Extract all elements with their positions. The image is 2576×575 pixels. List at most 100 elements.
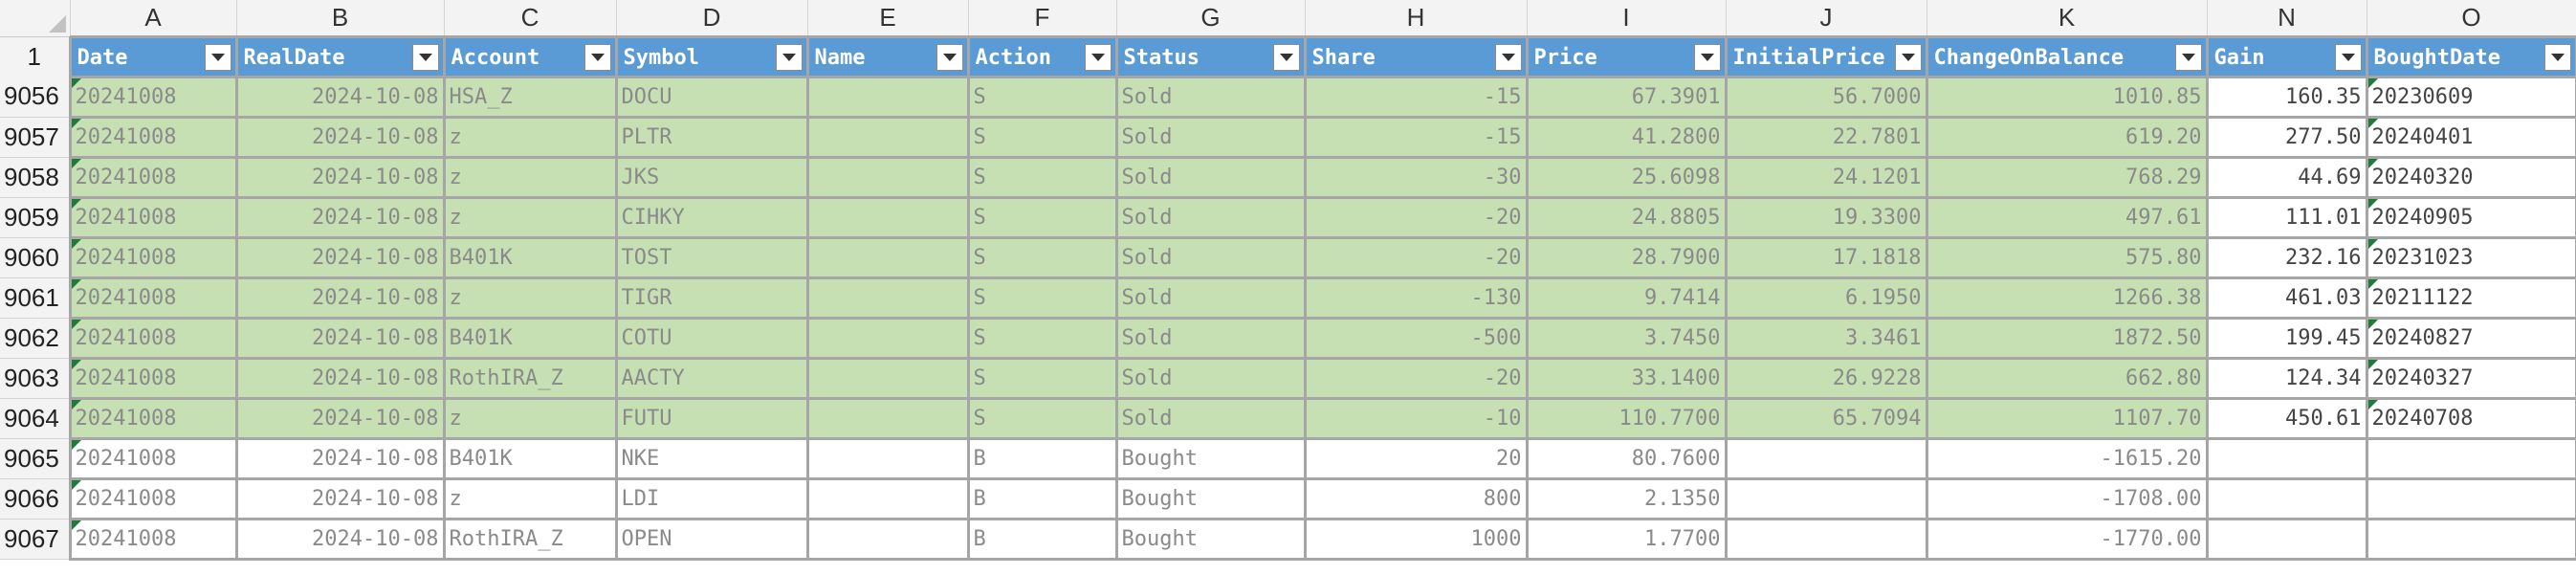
status-cell[interactable]: Sold xyxy=(1114,75,1307,119)
change-on-balance-cell[interactable]: 619.20 xyxy=(1925,115,2209,159)
action-cell[interactable]: S xyxy=(966,195,1118,239)
bought-date-cell[interactable]: 20240905 xyxy=(2365,195,2576,239)
symbol-cell[interactable]: JKS xyxy=(614,155,809,199)
filter-dropdown-icon[interactable] xyxy=(936,43,963,71)
gain-cell[interactable]: 450.61 xyxy=(2205,396,2368,440)
price-cell[interactable]: 9.7414 xyxy=(1525,276,1728,320)
date-cell[interactable]: 20241008 xyxy=(68,276,238,320)
header-cell-name[interactable]: Name xyxy=(805,34,970,78)
row-number[interactable]: 9062 xyxy=(0,318,71,359)
filter-dropdown-icon[interactable] xyxy=(2334,43,2362,71)
date-cell[interactable]: 20241008 xyxy=(68,155,238,199)
change-on-balance-cell[interactable]: 662.80 xyxy=(1925,356,2209,400)
initial-price-cell[interactable]: 24.1201 xyxy=(1724,155,1928,199)
status-cell[interactable]: Sold xyxy=(1114,396,1307,440)
action-cell[interactable]: S xyxy=(966,396,1118,440)
row-number[interactable]: 9066 xyxy=(0,478,71,520)
gain-cell[interactable]: 277.50 xyxy=(2205,115,2368,159)
action-cell[interactable]: S xyxy=(966,276,1118,320)
change-on-balance-cell[interactable]: 1107.70 xyxy=(1925,396,2209,440)
realdate-cell[interactable]: 2024-10-08 xyxy=(234,436,446,480)
account-cell[interactable]: z xyxy=(442,195,618,239)
symbol-cell[interactable]: NKE xyxy=(614,436,809,480)
price-cell[interactable]: 24.8805 xyxy=(1525,195,1728,239)
sort-filter-icon[interactable] xyxy=(411,43,439,71)
symbol-cell[interactable]: TIGR xyxy=(614,276,809,320)
change-on-balance-cell[interactable]: 497.61 xyxy=(1925,195,2209,239)
name-cell[interactable] xyxy=(805,195,970,239)
realdate-cell[interactable]: 2024-10-08 xyxy=(234,316,446,360)
gain-cell[interactable]: 232.16 xyxy=(2205,235,2368,279)
column-letter-e[interactable]: E xyxy=(807,0,969,37)
header-cell-share[interactable]: Share xyxy=(1303,34,1529,78)
bought-date-cell[interactable]: 20240401 xyxy=(2365,115,2576,159)
price-cell[interactable]: 33.1400 xyxy=(1525,356,1728,400)
symbol-cell[interactable]: COTU xyxy=(614,316,809,360)
account-cell[interactable]: z xyxy=(442,115,618,159)
date-cell[interactable]: 20241008 xyxy=(68,316,238,360)
share-cell[interactable]: -30 xyxy=(1303,155,1529,199)
share-cell[interactable]: -500 xyxy=(1303,316,1529,360)
action-cell[interactable]: S xyxy=(966,356,1118,400)
filter-dropdown-icon[interactable] xyxy=(1693,43,1721,71)
symbol-cell[interactable]: PLTR xyxy=(614,115,809,159)
row-number[interactable]: 9063 xyxy=(0,358,71,399)
action-cell[interactable]: B xyxy=(966,476,1118,520)
name-cell[interactable] xyxy=(805,115,970,159)
status-cell[interactable]: Sold xyxy=(1114,276,1307,320)
change-on-balance-cell[interactable]: -1615.20 xyxy=(1925,436,2209,480)
column-letter-k[interactable]: K xyxy=(1926,0,2208,37)
initial-price-cell[interactable] xyxy=(1724,436,1928,480)
gain-cell[interactable] xyxy=(2205,476,2368,520)
column-letter-i[interactable]: I xyxy=(1527,0,1727,37)
change-on-balance-cell[interactable]: 768.29 xyxy=(1925,155,2209,199)
filter-dropdown-icon[interactable] xyxy=(1894,43,1922,71)
bought-date-cell[interactable] xyxy=(2365,517,2576,561)
account-cell[interactable]: z xyxy=(442,476,618,520)
bought-date-cell[interactable]: 20240320 xyxy=(2365,155,2576,199)
header-cell-gain[interactable]: Gain xyxy=(2205,34,2368,78)
bought-date-cell[interactable]: 20240327 xyxy=(2365,356,2576,400)
price-cell[interactable]: 80.7600 xyxy=(1525,436,1728,480)
row-number[interactable]: 9059 xyxy=(0,197,71,238)
account-cell[interactable]: z xyxy=(442,396,618,440)
change-on-balance-cell[interactable]: 1266.38 xyxy=(1925,276,2209,320)
share-cell[interactable]: -130 xyxy=(1303,276,1529,320)
column-letter-c[interactable]: C xyxy=(444,0,617,37)
initial-price-cell[interactable]: 22.7801 xyxy=(1724,115,1928,159)
initial-price-cell[interactable]: 56.7000 xyxy=(1724,75,1928,119)
header-cell-symbol[interactable]: Symbol xyxy=(614,34,809,78)
status-cell[interactable]: Bought xyxy=(1114,517,1307,561)
realdate-cell[interactable]: 2024-10-08 xyxy=(234,75,446,119)
initial-price-cell[interactable]: 26.9228 xyxy=(1724,356,1928,400)
realdate-cell[interactable]: 2024-10-08 xyxy=(234,356,446,400)
bought-date-cell[interactable]: 20230609 xyxy=(2365,75,2576,119)
bought-date-cell[interactable]: 20240708 xyxy=(2365,396,2576,440)
filter-dropdown-icon[interactable] xyxy=(204,43,231,71)
date-cell[interactable]: 20241008 xyxy=(68,476,238,520)
realdate-cell[interactable]: 2024-10-08 xyxy=(234,476,446,520)
header-cell-price[interactable]: Price xyxy=(1525,34,1728,78)
header-cell-date[interactable]: Date xyxy=(68,34,238,78)
bought-date-cell[interactable]: 20240827 xyxy=(2365,316,2576,360)
name-cell[interactable] xyxy=(805,396,970,440)
initial-price-cell[interactable]: 17.1818 xyxy=(1724,235,1928,279)
action-cell[interactable]: S xyxy=(966,75,1118,119)
action-cell[interactable]: B xyxy=(966,517,1118,561)
status-cell[interactable]: Sold xyxy=(1114,195,1307,239)
name-cell[interactable] xyxy=(805,476,970,520)
account-cell[interactable]: z xyxy=(442,276,618,320)
price-cell[interactable]: 67.3901 xyxy=(1525,75,1728,119)
header-cell-status[interactable]: Status xyxy=(1114,34,1307,78)
symbol-cell[interactable]: FUTU xyxy=(614,396,809,440)
gain-cell[interactable]: 111.01 xyxy=(2205,195,2368,239)
name-cell[interactable] xyxy=(805,235,970,279)
action-cell[interactable]: S xyxy=(966,115,1118,159)
column-letter-a[interactable]: A xyxy=(70,0,237,37)
date-cell[interactable]: 20241008 xyxy=(68,396,238,440)
status-cell[interactable]: Bought xyxy=(1114,436,1307,480)
header-cell-boughtdate[interactable]: BoughtDate xyxy=(2365,34,2576,78)
realdate-cell[interactable]: 2024-10-08 xyxy=(234,195,446,239)
realdate-cell[interactable]: 2024-10-08 xyxy=(234,276,446,320)
date-cell[interactable]: 20241008 xyxy=(68,235,238,279)
